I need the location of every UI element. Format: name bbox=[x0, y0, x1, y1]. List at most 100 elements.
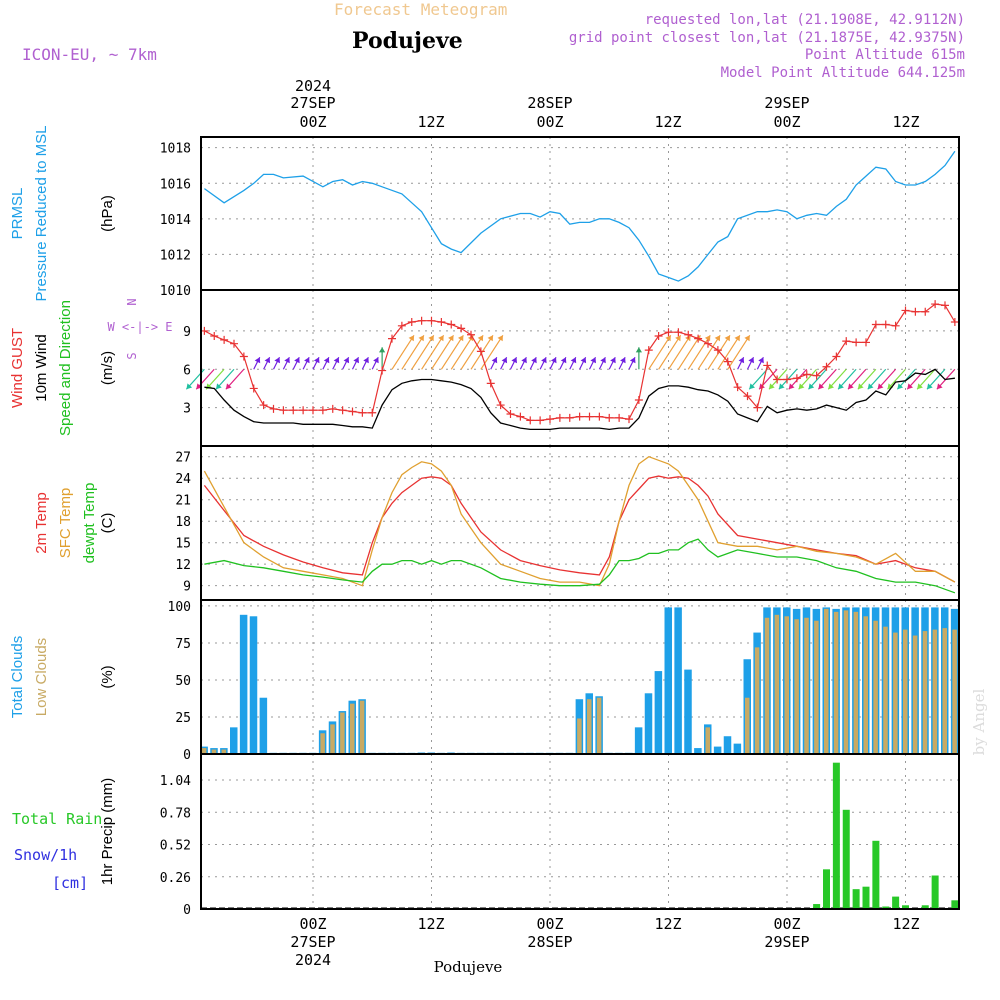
gust-point bbox=[595, 412, 604, 421]
wind-arrow-head bbox=[438, 335, 444, 342]
wind-arrow-head bbox=[749, 383, 755, 390]
top-date-label: 29SEP bbox=[764, 94, 809, 112]
low-cloud-bar bbox=[764, 617, 770, 754]
wind-arrow-head bbox=[497, 335, 503, 342]
legend-label: [cm] bbox=[52, 874, 88, 892]
low-cloud-bar bbox=[774, 614, 780, 754]
low-cloud-bar bbox=[932, 629, 938, 754]
gust-point bbox=[506, 410, 515, 419]
wind-arrow-head bbox=[186, 383, 193, 390]
gust-point bbox=[239, 352, 248, 361]
rain-bar bbox=[931, 875, 939, 909]
model-altitude: Model Point Altitude 644.125m bbox=[721, 65, 965, 81]
wind-arrow bbox=[727, 334, 751, 370]
y-tick-label: 9 bbox=[183, 580, 191, 595]
y-tick-label: 6 bbox=[183, 363, 191, 378]
gust-point bbox=[891, 321, 900, 330]
legend-label: Pressure Reduced to MSL bbox=[33, 126, 50, 302]
wind-arrow-head bbox=[379, 347, 386, 353]
footer-location: Podujeve bbox=[434, 958, 503, 976]
gust-point bbox=[822, 362, 831, 371]
series-line-1 bbox=[203, 475, 956, 583]
gust-point bbox=[427, 316, 436, 325]
legend-label: Total Clouds bbox=[9, 636, 26, 719]
wind-arrow-head bbox=[620, 357, 626, 364]
gust-point bbox=[476, 347, 485, 356]
y-tick-label: 1010 bbox=[160, 284, 191, 299]
gust-point bbox=[407, 317, 416, 326]
compass-label: W <-|-> E bbox=[107, 320, 172, 334]
gust-point bbox=[881, 320, 890, 329]
gust-point bbox=[496, 401, 505, 410]
location-title: Podujeve bbox=[352, 28, 463, 54]
series-line-1 bbox=[204, 150, 956, 282]
gust-point bbox=[743, 392, 752, 401]
gust-point bbox=[684, 330, 693, 339]
rain-bar bbox=[872, 840, 880, 909]
wind-arrow-head bbox=[590, 357, 596, 364]
wind-arrow-head bbox=[788, 383, 795, 390]
wind-arrow-head bbox=[511, 357, 517, 364]
gust-point bbox=[763, 361, 772, 370]
total-cloud-bar bbox=[723, 736, 732, 754]
gust-point bbox=[753, 403, 762, 412]
y-tick-label: 100 bbox=[168, 600, 191, 615]
gust-point bbox=[437, 317, 446, 326]
bottom-hour-label: 00Z bbox=[773, 915, 800, 933]
gust-point bbox=[862, 338, 870, 347]
product-title: Forecast Meteogram bbox=[334, 0, 507, 19]
top-date-label: 28SEP bbox=[527, 94, 572, 112]
wind-arrow bbox=[687, 334, 711, 370]
y-tick-label: 18 bbox=[175, 515, 191, 530]
gust-point bbox=[674, 328, 683, 337]
gust-point bbox=[950, 317, 959, 326]
gust-point bbox=[358, 408, 367, 417]
low-cloud-bar bbox=[705, 727, 710, 754]
wind-arrow-head bbox=[629, 357, 636, 364]
y-tick-label: 24 bbox=[175, 472, 191, 487]
rain-bar bbox=[882, 906, 890, 909]
legend-label: Speed and Direction bbox=[57, 300, 74, 436]
low-cloud-bar bbox=[587, 699, 592, 754]
gust-point bbox=[318, 406, 327, 415]
y-tick-label: 12 bbox=[175, 558, 191, 573]
gust-point bbox=[901, 306, 910, 315]
low-cloud-bar bbox=[221, 749, 227, 754]
rain-bar bbox=[832, 762, 840, 909]
wind-arrow-head bbox=[491, 357, 498, 364]
wind-arrow-head bbox=[724, 335, 730, 342]
wind-arrow-head bbox=[448, 335, 454, 342]
requested-coords: requested lon,lat (21.1908E, 42.9112N) bbox=[645, 12, 965, 28]
wind-arrow-head bbox=[487, 335, 493, 342]
panel-frame bbox=[200, 136, 960, 291]
gust-point bbox=[664, 328, 673, 337]
rain-bar bbox=[921, 905, 929, 909]
wind-arrow-head bbox=[264, 357, 271, 364]
wind-arrow-head bbox=[734, 335, 740, 342]
wind-arrow-head bbox=[857, 383, 864, 390]
wind-arrow-head bbox=[501, 357, 508, 364]
wind-arrow-head bbox=[848, 383, 854, 390]
low-cloud-bar bbox=[211, 749, 217, 754]
unit-label: 1hr Precip (mm) bbox=[99, 778, 116, 886]
wind-arrow-head bbox=[541, 357, 547, 364]
wind-arrow-head bbox=[477, 335, 484, 342]
wind-arrow bbox=[440, 334, 464, 370]
low-cloud-bar bbox=[784, 616, 789, 754]
gust-point bbox=[467, 330, 475, 339]
wind-arrow-head bbox=[254, 357, 261, 364]
y-tick-label: 1014 bbox=[160, 213, 191, 228]
gust-point bbox=[259, 401, 268, 410]
panel-2: 3 6 9 (m/s) Wind GUST 10m Wind Speed and Direc… bbox=[9, 289, 960, 447]
wind-arrow-head bbox=[333, 357, 340, 364]
legend-label: 10m Wind bbox=[33, 334, 50, 402]
wind-arrow-head bbox=[927, 383, 933, 390]
unit-label: (C) bbox=[99, 513, 116, 534]
gust-point bbox=[585, 412, 594, 421]
gust-point bbox=[941, 301, 949, 310]
gust-point bbox=[773, 375, 782, 384]
wind-arrow-head bbox=[428, 335, 434, 342]
wind-arrow-head bbox=[560, 357, 567, 364]
panel-frame bbox=[200, 445, 960, 601]
